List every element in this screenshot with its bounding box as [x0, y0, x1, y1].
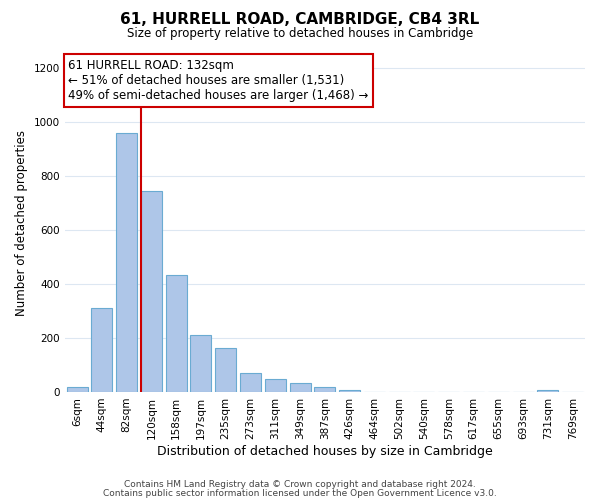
Bar: [91, 308, 112, 392]
Bar: [190, 335, 211, 392]
Bar: [265, 380, 286, 392]
Text: 61, HURRELL ROAD, CAMBRIDGE, CB4 3RL: 61, HURRELL ROAD, CAMBRIDGE, CB4 3RL: [121, 12, 479, 28]
Text: Contains public sector information licensed under the Open Government Licence v3: Contains public sector information licen…: [103, 488, 497, 498]
Bar: [67, 386, 88, 392]
Bar: [215, 348, 236, 392]
Bar: [290, 384, 311, 392]
Bar: [339, 390, 360, 392]
Bar: [116, 133, 137, 392]
Bar: [314, 387, 335, 392]
Text: Size of property relative to detached houses in Cambridge: Size of property relative to detached ho…: [127, 28, 473, 40]
X-axis label: Distribution of detached houses by size in Cambridge: Distribution of detached houses by size …: [157, 444, 493, 458]
Y-axis label: Number of detached properties: Number of detached properties: [15, 130, 28, 316]
Text: Contains HM Land Registry data © Crown copyright and database right 2024.: Contains HM Land Registry data © Crown c…: [124, 480, 476, 489]
Text: 61 HURRELL ROAD: 132sqm
← 51% of detached houses are smaller (1,531)
49% of semi: 61 HURRELL ROAD: 132sqm ← 51% of detache…: [68, 59, 369, 102]
Bar: [141, 191, 162, 392]
Bar: [538, 390, 559, 392]
Bar: [166, 274, 187, 392]
Bar: [240, 372, 261, 392]
